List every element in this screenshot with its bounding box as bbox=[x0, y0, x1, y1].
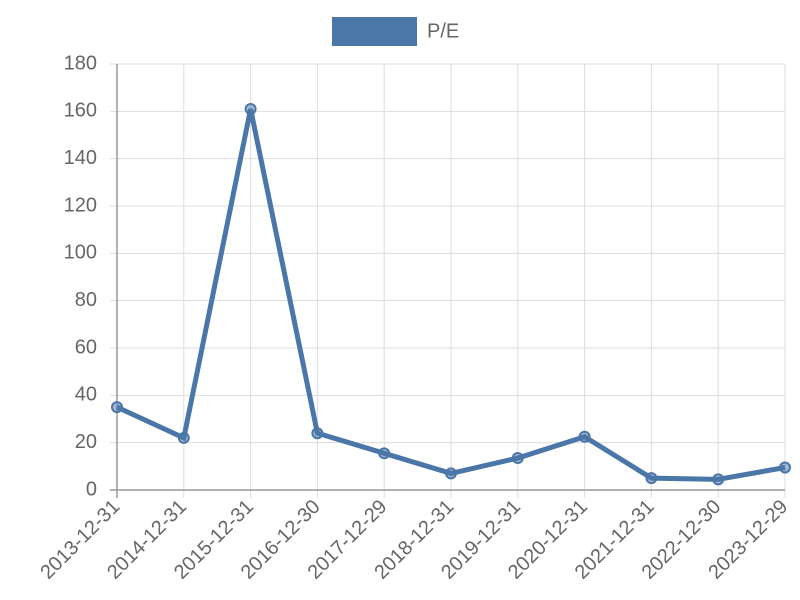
point bbox=[712, 473, 725, 486]
point bbox=[111, 401, 123, 414]
y-tick-label: 80 bbox=[75, 289, 97, 311]
y-tick-label: 140 bbox=[64, 147, 97, 169]
point bbox=[177, 431, 190, 444]
legend-label: P/E bbox=[427, 20, 459, 42]
point bbox=[645, 472, 658, 485]
y-tick-label: 0 bbox=[86, 478, 97, 500]
y-tick-label: 40 bbox=[75, 384, 97, 406]
point bbox=[445, 467, 457, 480]
y-tick-label: 60 bbox=[75, 336, 97, 358]
y-tick-label: 160 bbox=[64, 100, 97, 122]
point bbox=[378, 447, 391, 460]
point bbox=[779, 461, 791, 474]
y-tick-label: 20 bbox=[75, 431, 97, 453]
point bbox=[244, 102, 257, 115]
point bbox=[511, 452, 524, 465]
point bbox=[578, 430, 591, 443]
y-tick-label: 100 bbox=[64, 242, 97, 264]
legend-swatch bbox=[332, 17, 417, 46]
point bbox=[311, 427, 324, 440]
y-tick-label: 120 bbox=[64, 194, 97, 216]
y-tick-label: 180 bbox=[64, 52, 97, 74]
